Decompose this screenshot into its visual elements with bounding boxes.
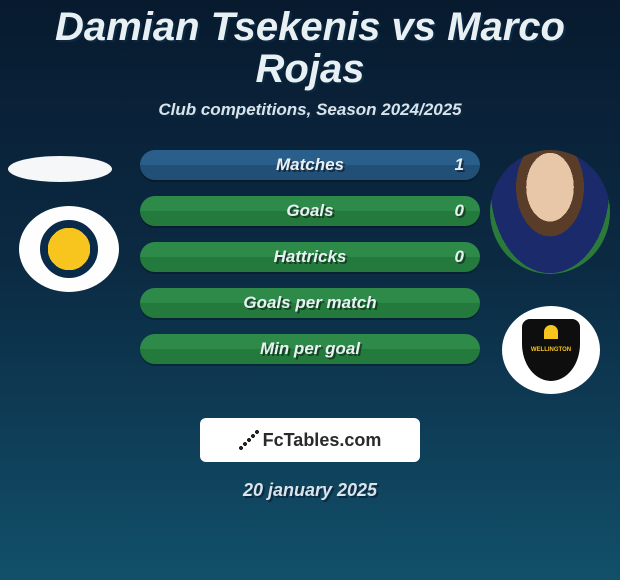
stat-bars: Matches 1 Goals 0 Hattricks 0 Goals per …	[140, 150, 480, 380]
branding-text: FcTables.com	[263, 430, 382, 451]
player1-avatar-placeholder	[8, 156, 112, 182]
stat-value: 0	[455, 201, 464, 221]
stat-row-goals-per-match: Goals per match	[140, 288, 480, 318]
stat-label: Goals	[286, 201, 333, 221]
stat-value: 0	[455, 247, 464, 267]
branding-badge: FcTables.com	[200, 418, 420, 462]
player1-name: Damian Tsekenis	[55, 5, 380, 49]
stat-label: Min per goal	[260, 339, 360, 359]
comparison-title: Damian Tsekenis vs Marco Rojas	[0, 0, 620, 90]
player2-club-logo: WELLINGTON	[502, 306, 600, 394]
stat-label: Hattricks	[274, 247, 347, 267]
vs-label: vs	[392, 5, 437, 49]
stat-label: Goals per match	[243, 293, 376, 313]
stat-row-goals: Goals 0	[140, 196, 480, 226]
comparison-content: WELLINGTON Matches 1 Goals 0 Hattricks 0…	[0, 150, 620, 410]
fctables-icon	[239, 430, 259, 450]
wellington-badge-text: WELLINGTON	[531, 347, 571, 353]
stat-row-matches: Matches 1	[140, 150, 480, 180]
stat-value: 1	[455, 155, 464, 175]
mariners-badge-icon	[40, 220, 98, 278]
wellington-badge-icon: WELLINGTON	[522, 319, 580, 381]
stat-label: Matches	[276, 155, 344, 175]
stat-row-min-per-goal: Min per goal	[140, 334, 480, 364]
subtitle: Club competitions, Season 2024/2025	[0, 100, 620, 120]
stat-row-hattricks: Hattricks 0	[140, 242, 480, 272]
player2-avatar	[490, 150, 610, 274]
date-label: 20 january 2025	[0, 480, 620, 501]
player1-club-logo	[19, 206, 119, 292]
